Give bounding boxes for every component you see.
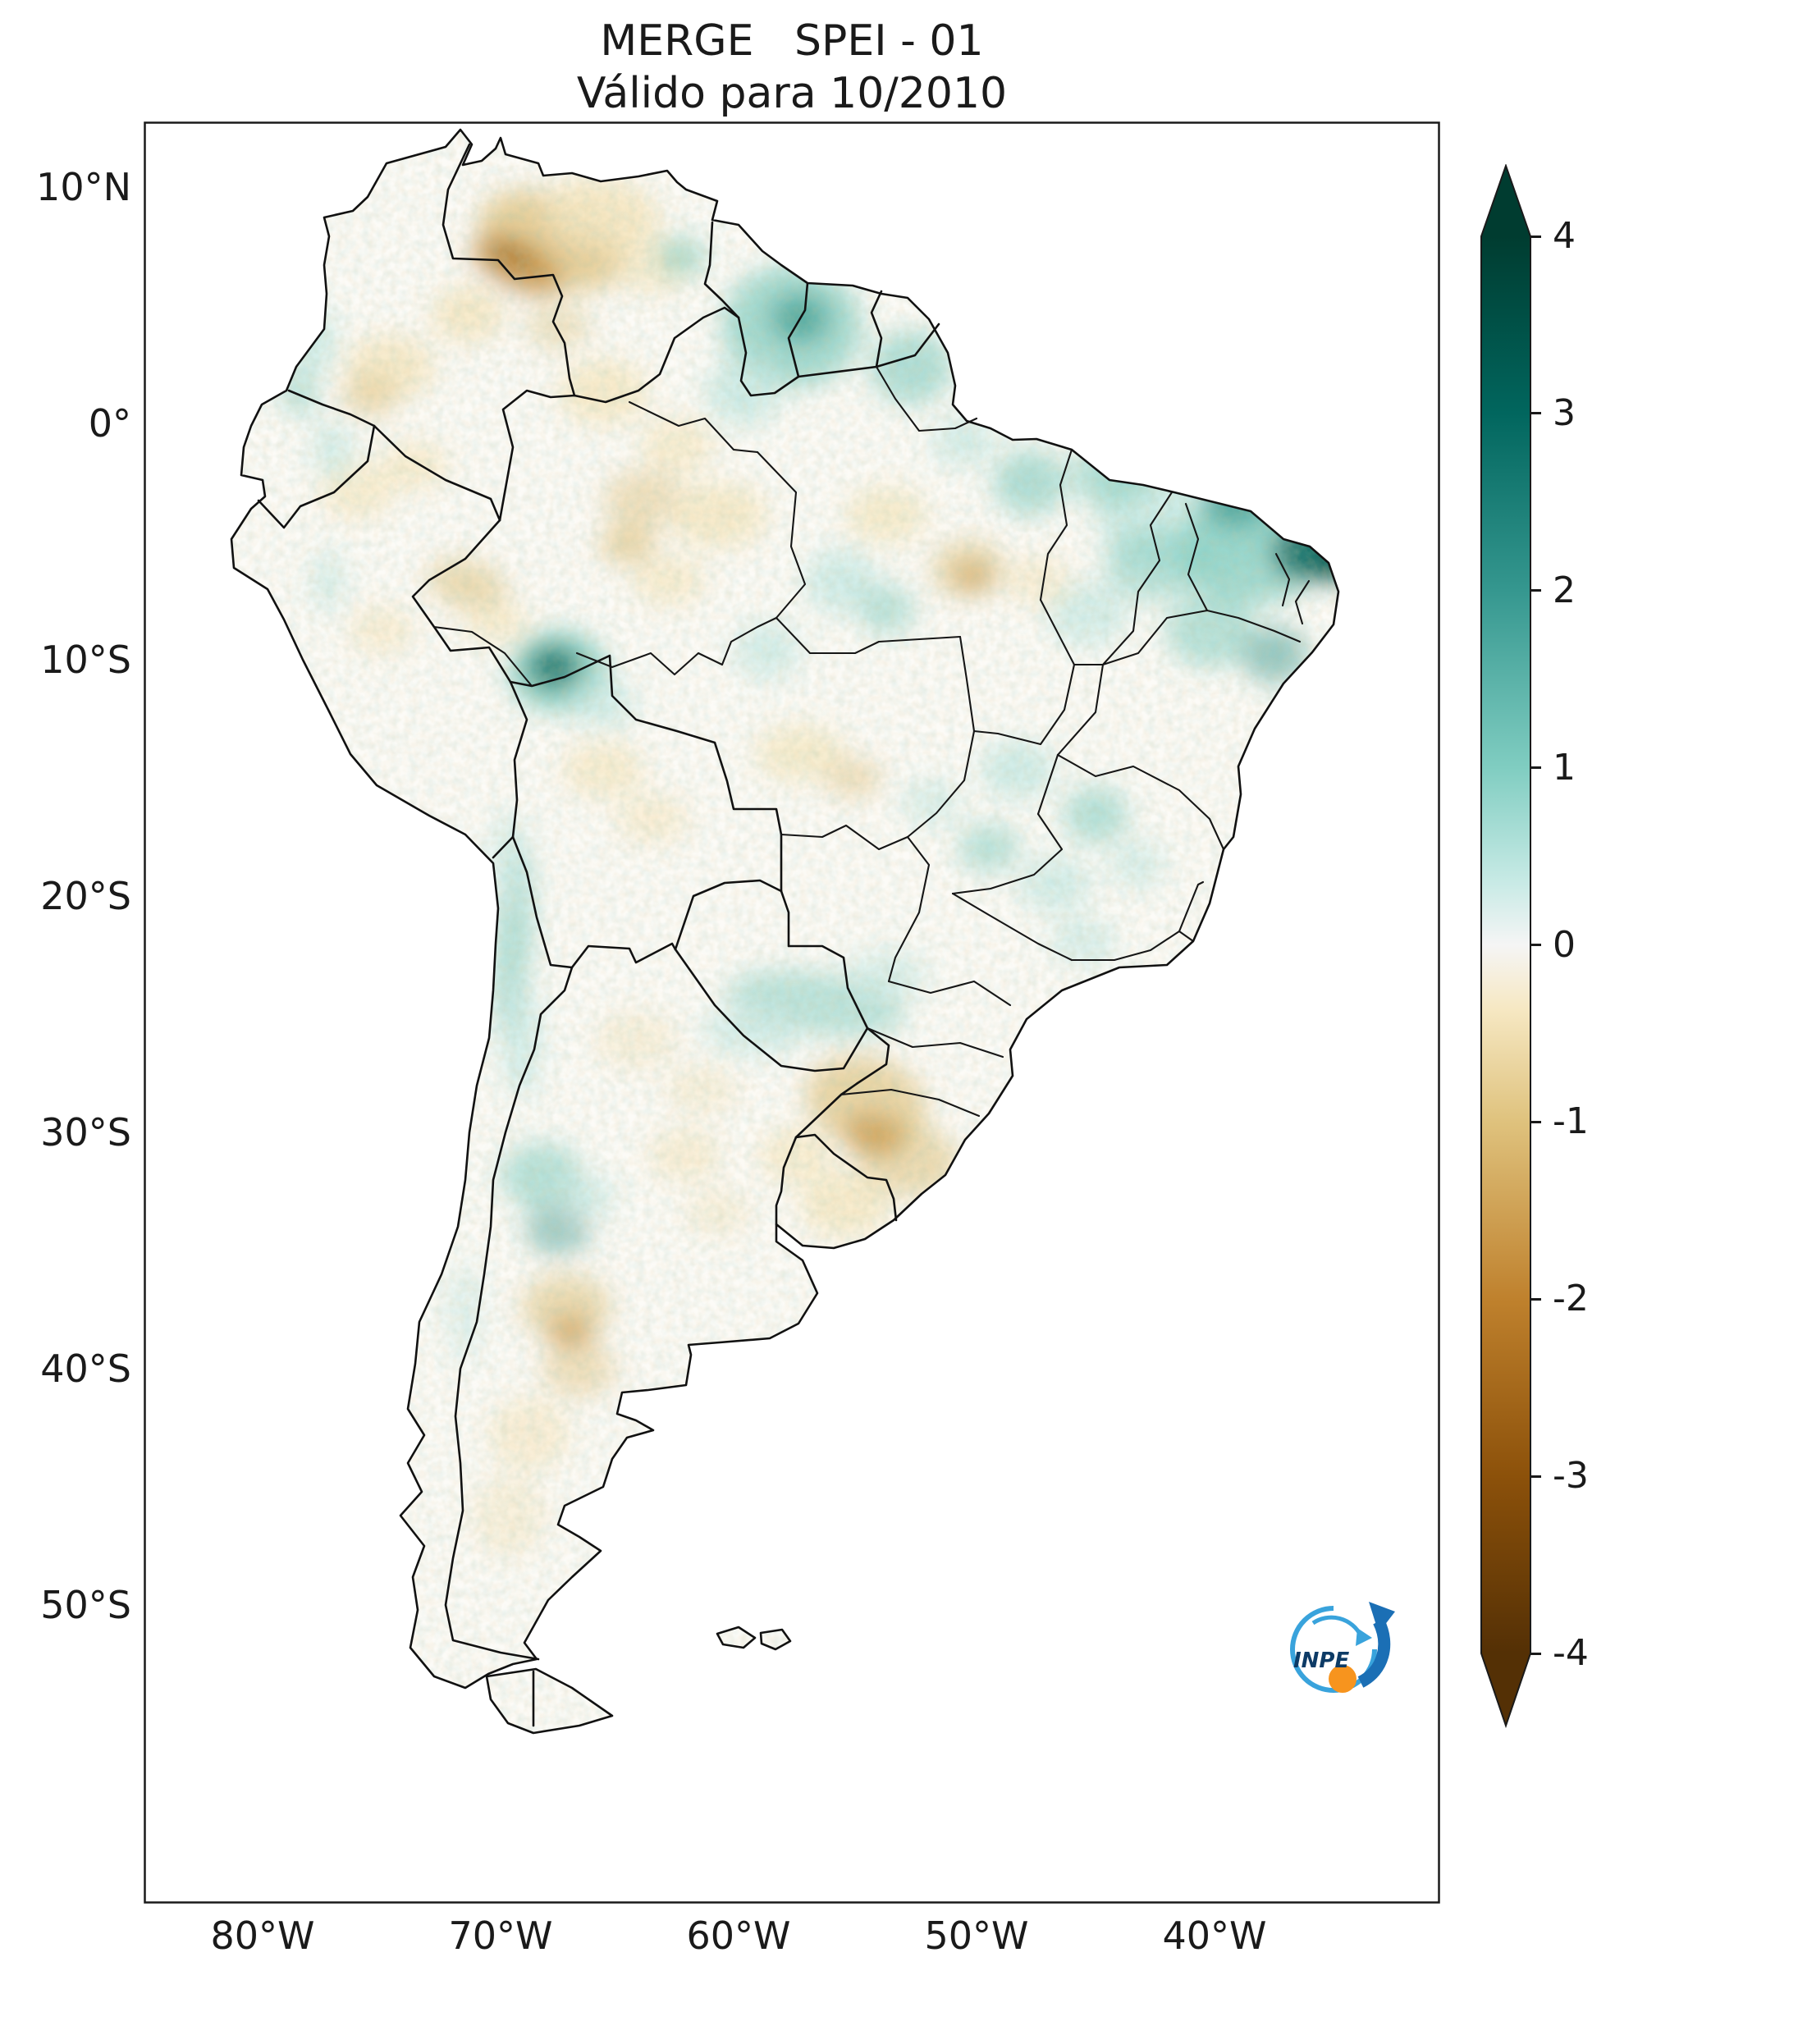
colorbar <box>1480 164 1531 1729</box>
figure-subtitle: Válido para 10/2010 <box>576 69 1008 118</box>
x-axis-tick-label: 70°W <box>448 1914 553 1958</box>
x-axis-tick-label: 60°W <box>686 1914 791 1958</box>
south-america-map: INPE <box>144 121 1440 1904</box>
colorbar-tick-mark <box>1530 1475 1541 1478</box>
colorbar-tick-label: -1 <box>1553 1100 1589 1143</box>
x-axis-tick-label: 80°W <box>210 1914 315 1958</box>
colorbar-tick-label: 1 <box>1553 746 1576 789</box>
wet-speckle-texture <box>231 130 1338 1733</box>
colorbar-tick-label: 3 <box>1553 391 1576 434</box>
y-axis-tick-label: 50°S <box>40 1583 131 1627</box>
spei-anomaly-blob <box>424 1147 454 1229</box>
y-axis-tick-label: 30°S <box>40 1110 131 1155</box>
colorbar-tick-mark <box>1530 766 1541 770</box>
plot-frame <box>144 121 1440 1904</box>
map-plot-area: INPE <box>144 121 1440 1904</box>
y-axis-tick-label: 40°S <box>40 1347 131 1391</box>
colorbar-tick-label: -2 <box>1553 1278 1589 1320</box>
colorbar-tick-mark <box>1530 1297 1541 1301</box>
colorbar-tick-mark <box>1530 1120 1541 1123</box>
y-axis-tick-label: 0° <box>88 401 131 446</box>
spei-field <box>231 130 1338 1733</box>
colorbar-tick-mark <box>1530 589 1541 592</box>
y-axis-tick-label: 10°S <box>40 638 131 682</box>
x-axis-tick-label: 40°W <box>1162 1914 1267 1958</box>
colorbar-tick-label: 2 <box>1553 569 1576 611</box>
logo-inner-arc <box>1311 1615 1363 1637</box>
colorbar-tick-label: -3 <box>1553 1455 1589 1498</box>
colorbar-tick-label: 0 <box>1553 923 1576 966</box>
country-borders <box>257 143 940 1727</box>
colorbar-tick-label: -4 <box>1553 1632 1589 1674</box>
logo-text: INPE <box>1293 1648 1349 1673</box>
colorbar-tick-mark <box>1530 412 1541 415</box>
colorbar-tick-mark <box>1530 1652 1541 1655</box>
logo-arrowhead-small <box>1356 1628 1372 1646</box>
state-borders <box>432 365 1311 1118</box>
colorbar-tick-label: 4 <box>1553 215 1576 257</box>
logo-orange-dot <box>1329 1665 1357 1693</box>
colorbar-bar <box>1480 164 1531 1729</box>
logo-big-arrowhead <box>1369 1602 1395 1633</box>
x-axis-tick-label: 50°W <box>924 1914 1029 1958</box>
inpe-logo: INPE <box>1290 1602 1395 1693</box>
y-axis-tick-label: 20°S <box>40 874 131 918</box>
colorbar-tick-mark <box>1530 235 1541 238</box>
y-axis-tick-label: 10°N <box>36 165 131 209</box>
figure-title: MERGE SPEI - 01 <box>600 16 984 66</box>
colorbar-tick-mark <box>1530 944 1541 946</box>
